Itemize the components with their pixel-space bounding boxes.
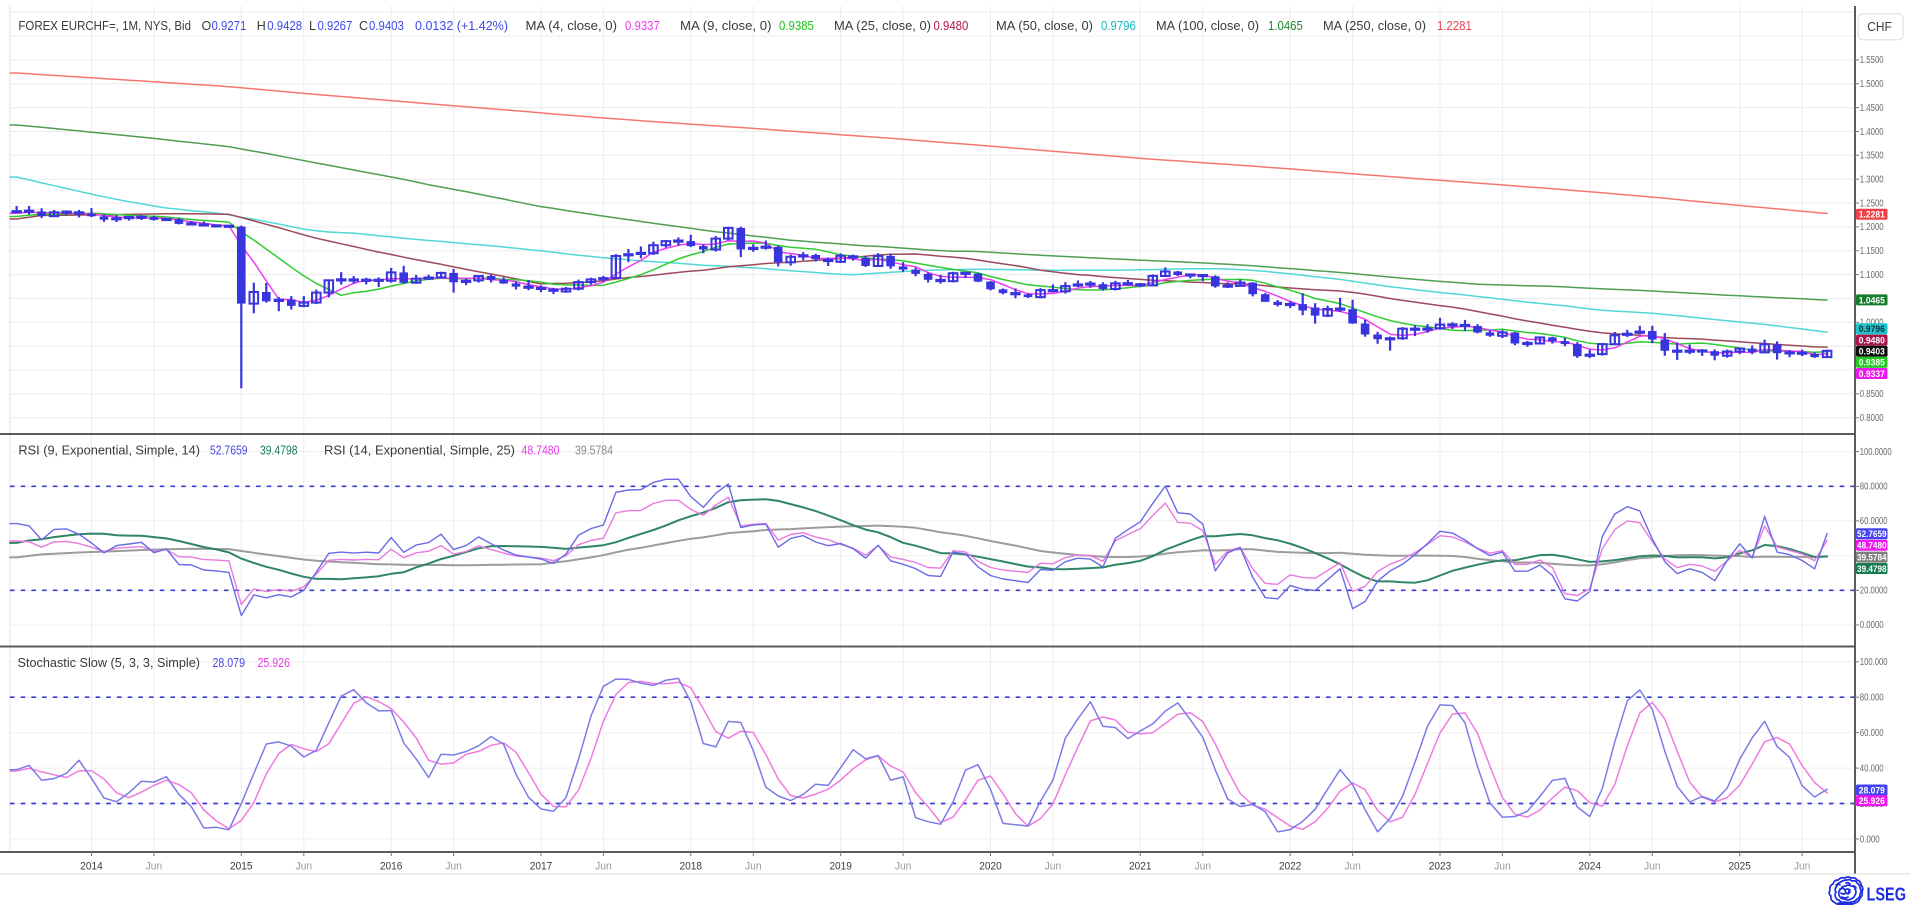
svg-text:52.7659: 52.7659 xyxy=(210,444,248,458)
svg-text:48.7480: 48.7480 xyxy=(522,444,560,458)
svg-text:MA (100, close, 0): MA (100, close, 0) xyxy=(1156,19,1259,33)
svg-text:0.0132 (+1.42%): 0.0132 (+1.42%) xyxy=(415,19,508,33)
svg-text:0.9271: 0.9271 xyxy=(212,19,247,33)
svg-text:39.5784: 39.5784 xyxy=(1857,553,1887,563)
svg-text:2023: 2023 xyxy=(1429,861,1452,873)
svg-text:Jun: Jun xyxy=(1344,861,1361,873)
svg-text:1.1000: 1.1000 xyxy=(1860,270,1884,281)
svg-text:Jun: Jun xyxy=(296,861,313,873)
svg-text:MA (50, close, 0): MA (50, close, 0) xyxy=(996,19,1093,33)
svg-text:0.9337: 0.9337 xyxy=(625,19,660,33)
svg-text:100.000: 100.000 xyxy=(1860,657,1888,668)
svg-text:1.2500: 1.2500 xyxy=(1860,198,1884,209)
svg-text:Jun: Jun xyxy=(1644,861,1661,873)
svg-text:L: L xyxy=(309,19,316,33)
svg-text:2015: 2015 xyxy=(230,861,253,873)
svg-text:1.2281: 1.2281 xyxy=(1859,210,1885,220)
svg-text:1.2281: 1.2281 xyxy=(1437,19,1472,33)
svg-text:100.0000: 100.0000 xyxy=(1860,447,1892,458)
svg-text:0.9403: 0.9403 xyxy=(369,19,404,33)
svg-text:1.1500: 1.1500 xyxy=(1860,246,1884,257)
svg-text:0.9337: 0.9337 xyxy=(1859,369,1885,379)
svg-text:1.4500: 1.4500 xyxy=(1860,103,1884,114)
svg-text:28.079: 28.079 xyxy=(1859,785,1885,795)
svg-text:1.5000: 1.5000 xyxy=(1860,79,1884,90)
svg-text:80.0000: 80.0000 xyxy=(1860,482,1888,493)
svg-text:0.9480: 0.9480 xyxy=(1859,335,1885,345)
svg-text:28.079: 28.079 xyxy=(213,656,246,670)
svg-text:2014: 2014 xyxy=(80,861,103,873)
svg-text:0.9385: 0.9385 xyxy=(779,19,814,33)
svg-text:Jun: Jun xyxy=(595,861,612,873)
svg-text:LSEG: LSEG xyxy=(1867,884,1907,905)
svg-text:Jun: Jun xyxy=(445,861,462,873)
svg-text:H: H xyxy=(257,19,266,33)
svg-text:0.8000: 0.8000 xyxy=(1860,413,1884,424)
svg-text:Jun: Jun xyxy=(1195,861,1212,873)
svg-text:60.000: 60.000 xyxy=(1860,728,1884,739)
svg-text:2016: 2016 xyxy=(380,861,403,873)
svg-text:0.0000: 0.0000 xyxy=(1860,620,1884,631)
svg-text:0.000: 0.000 xyxy=(1860,834,1880,845)
svg-text:60.0000: 60.0000 xyxy=(1860,516,1888,527)
svg-text:20.0000: 20.0000 xyxy=(1860,586,1888,597)
svg-text:1.3500: 1.3500 xyxy=(1860,151,1884,162)
svg-text:MA (25, close, 0): MA (25, close, 0) xyxy=(834,19,931,33)
svg-text:39.4798: 39.4798 xyxy=(1857,564,1887,574)
svg-text:0.9796: 0.9796 xyxy=(1859,324,1885,334)
svg-text:1.2000: 1.2000 xyxy=(1860,222,1884,233)
svg-text:2024: 2024 xyxy=(1579,861,1602,873)
svg-text:Jun: Jun xyxy=(1494,861,1511,873)
svg-text:48.7480: 48.7480 xyxy=(1857,541,1887,551)
svg-text:Jun: Jun xyxy=(1045,861,1062,873)
svg-text:1.0465: 1.0465 xyxy=(1268,19,1303,33)
svg-text:FOREX EURCHF=, 1M, NYS, Bid: FOREX EURCHF=, 1M, NYS, Bid xyxy=(18,19,191,33)
svg-text:Stochastic Slow (5, 3, 3, Simp: Stochastic Slow (5, 3, 3, Simple) xyxy=(18,656,201,670)
svg-text:80.000: 80.000 xyxy=(1860,693,1884,704)
svg-text:39.5784: 39.5784 xyxy=(575,444,613,458)
svg-text:2025: 2025 xyxy=(1728,861,1751,873)
svg-text:1.0000: 1.0000 xyxy=(1860,318,1884,329)
svg-text:0.9385: 0.9385 xyxy=(1859,358,1885,368)
svg-text:0.9403: 0.9403 xyxy=(1859,347,1885,357)
svg-text:2017: 2017 xyxy=(530,861,553,873)
svg-text:2018: 2018 xyxy=(680,861,703,873)
svg-text:2022: 2022 xyxy=(1279,861,1302,873)
svg-text:Jun: Jun xyxy=(1794,861,1811,873)
svg-text:0.9428: 0.9428 xyxy=(267,19,302,33)
svg-text:0.9796: 0.9796 xyxy=(1101,19,1136,33)
svg-text:1.5500: 1.5500 xyxy=(1860,55,1884,66)
svg-text:Jun: Jun xyxy=(895,861,912,873)
svg-text:2019: 2019 xyxy=(829,861,852,873)
svg-text:0.9480: 0.9480 xyxy=(934,19,969,33)
svg-text:1.3000: 1.3000 xyxy=(1860,175,1884,186)
svg-text:25.926: 25.926 xyxy=(258,656,291,670)
svg-text:RSI (14, Exponential, Simple,: RSI (14, Exponential, Simple, 25) xyxy=(324,444,515,458)
svg-text:CHF: CHF xyxy=(1867,20,1892,34)
svg-text:52.7659: 52.7659 xyxy=(1857,529,1887,539)
svg-text:0.8500: 0.8500 xyxy=(1860,389,1884,400)
svg-text:Jun: Jun xyxy=(146,861,163,873)
svg-text:1.0465: 1.0465 xyxy=(1859,295,1885,305)
svg-text:1.4000: 1.4000 xyxy=(1860,127,1884,138)
svg-text:MA (9, close, 0): MA (9, close, 0) xyxy=(680,19,772,33)
svg-text:MA (4, close, 0): MA (4, close, 0) xyxy=(526,19,618,33)
svg-text:2020: 2020 xyxy=(979,861,1002,873)
svg-text:RSI (9, Exponential, Simple, 1: RSI (9, Exponential, Simple, 14) xyxy=(18,444,200,458)
svg-text:C: C xyxy=(359,19,368,33)
svg-text:MA (250, close, 0): MA (250, close, 0) xyxy=(1323,19,1426,33)
svg-text:25.926: 25.926 xyxy=(1859,796,1885,806)
svg-text:39.4798: 39.4798 xyxy=(260,444,298,458)
svg-text:2021: 2021 xyxy=(1129,861,1152,873)
svg-text:O: O xyxy=(202,19,212,33)
svg-text:Jun: Jun xyxy=(745,861,762,873)
svg-text:0.9267: 0.9267 xyxy=(318,19,353,33)
svg-text:40.000: 40.000 xyxy=(1860,763,1884,774)
